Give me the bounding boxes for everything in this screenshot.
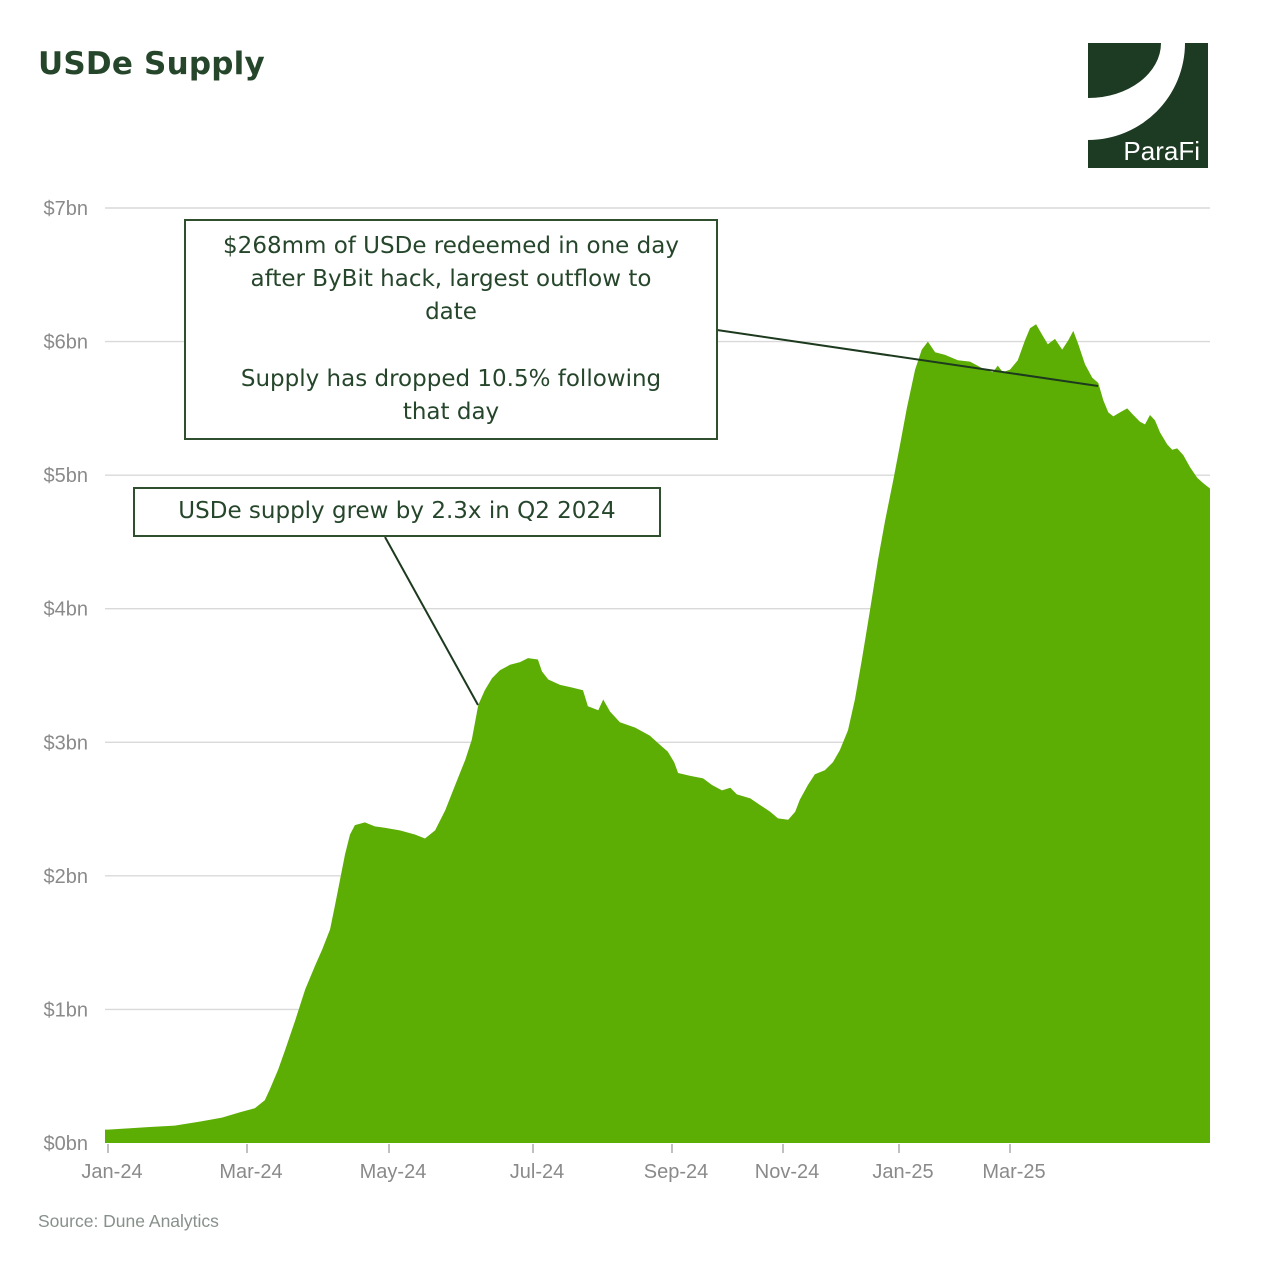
x-axis-label: May-24 (360, 1161, 427, 1183)
parafi-logo-curve (1088, 43, 1185, 140)
y-axis-label: $3bn (44, 732, 89, 754)
x-axis-label: Jan-24 (81, 1161, 142, 1183)
x-axis-label: Jul-24 (510, 1161, 564, 1183)
supply-area-series (105, 324, 1210, 1143)
leader-line-bybit (716, 329, 1099, 387)
y-axis-label: $2bn (44, 866, 89, 888)
y-axis-label: $4bn (44, 599, 89, 621)
annotation-q2-text: USDe supply grew by 2.3x in Q2 2024 (178, 498, 616, 525)
x-axis-label: Mar-25 (982, 1161, 1045, 1183)
page-title: USDe Supply (38, 46, 265, 82)
y-axis-label: $6bn (44, 332, 89, 354)
parafi-logo-text: ParaFi (1123, 136, 1200, 166)
annotation-q2-growth: USDe supply grew by 2.3x in Q2 2024 (133, 487, 661, 537)
annotation-bybit-para1: $268mm of USDe redeemed in one day after… (223, 232, 679, 326)
y-axis-label: $0bn (44, 1133, 89, 1155)
parafi-logo: ParaFi (1088, 43, 1208, 168)
y-axis-label: $1bn (44, 999, 89, 1021)
y-axis-label: $5bn (44, 465, 89, 487)
annotation-bybit: $268mm of USDe redeemed in one day after… (184, 219, 718, 440)
x-axis-label: Nov-24 (755, 1161, 819, 1183)
source-note: Source: Dune Analytics (38, 1211, 219, 1231)
annotation-bybit-para2: Supply has dropped 10.5% following that … (240, 365, 662, 426)
x-axis-label: Jan-25 (872, 1161, 933, 1183)
x-axis-label: Sep-24 (644, 1161, 709, 1183)
y-axis-label: $7bn (44, 198, 89, 220)
leader-line-q2 (384, 536, 479, 706)
x-axis-label: Mar-24 (219, 1161, 282, 1183)
